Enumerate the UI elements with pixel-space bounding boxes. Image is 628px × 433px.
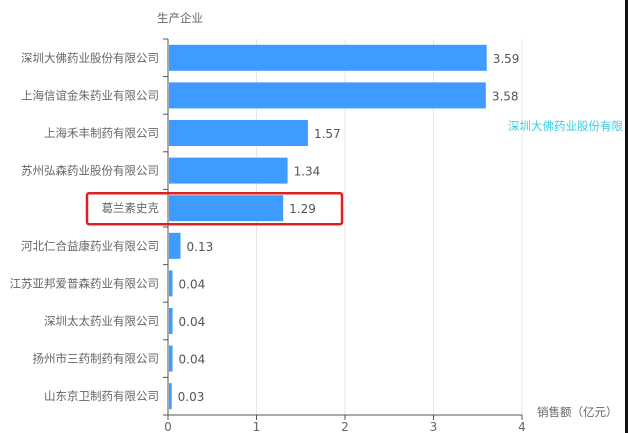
category-label: 上海禾丰制药有限公司 bbox=[44, 126, 159, 140]
bar bbox=[169, 44, 487, 71]
data-label: 1.29 bbox=[289, 202, 316, 216]
category-label: 葛兰素史克 bbox=[102, 201, 160, 215]
data-label: 3.58 bbox=[492, 89, 519, 103]
category-label: 山东京卫制药有限公司 bbox=[44, 389, 159, 403]
data-label: 0.04 bbox=[179, 353, 206, 367]
highlight-box bbox=[85, 191, 344, 226]
category-label: 扬州市三药制药有限公司 bbox=[33, 352, 160, 366]
bar bbox=[169, 345, 173, 372]
category-label: 河北仁合益康药业有限公司 bbox=[21, 239, 159, 253]
tooltip-label: 深圳大佛药业股份有限 bbox=[508, 119, 623, 133]
category-label: 上海信谊金朱药业有限公司 bbox=[21, 88, 159, 102]
bar bbox=[169, 157, 288, 184]
bar bbox=[169, 383, 172, 410]
bar bbox=[169, 195, 284, 222]
data-label: 0.04 bbox=[179, 277, 206, 291]
data-label: 0.03 bbox=[178, 390, 205, 404]
bar bbox=[169, 120, 308, 146]
data-label: 0.04 bbox=[179, 315, 206, 329]
bar bbox=[169, 82, 486, 109]
category-label: 苏州弘森药业股份有限公司 bbox=[21, 164, 159, 178]
x-tick-label: 0 bbox=[164, 420, 172, 433]
bar bbox=[169, 308, 173, 334]
category-label: 深圳大佛药业股份有限公司 bbox=[21, 51, 159, 65]
bar bbox=[169, 232, 181, 259]
data-label: 1.34 bbox=[294, 165, 321, 179]
data-label: 0.13 bbox=[187, 240, 214, 254]
x-tick-label: 4 bbox=[518, 420, 526, 433]
category-label: 深圳太太药业有限公司 bbox=[44, 314, 159, 328]
x-tick-label: 3 bbox=[430, 420, 438, 433]
y-axis-title: 生产企业 bbox=[157, 11, 203, 25]
data-label: 1.57 bbox=[314, 127, 341, 141]
bar bbox=[169, 270, 173, 297]
data-label: 3.59 bbox=[493, 52, 520, 66]
x-tick-label: 2 bbox=[341, 420, 349, 433]
x-tick-label: 1 bbox=[253, 420, 261, 433]
category-label: 江苏亚邦爱普森药业有限公司 bbox=[10, 276, 160, 290]
x-axis-title: 销售额（亿元） bbox=[537, 405, 618, 419]
window-edge bbox=[625, 0, 628, 433]
